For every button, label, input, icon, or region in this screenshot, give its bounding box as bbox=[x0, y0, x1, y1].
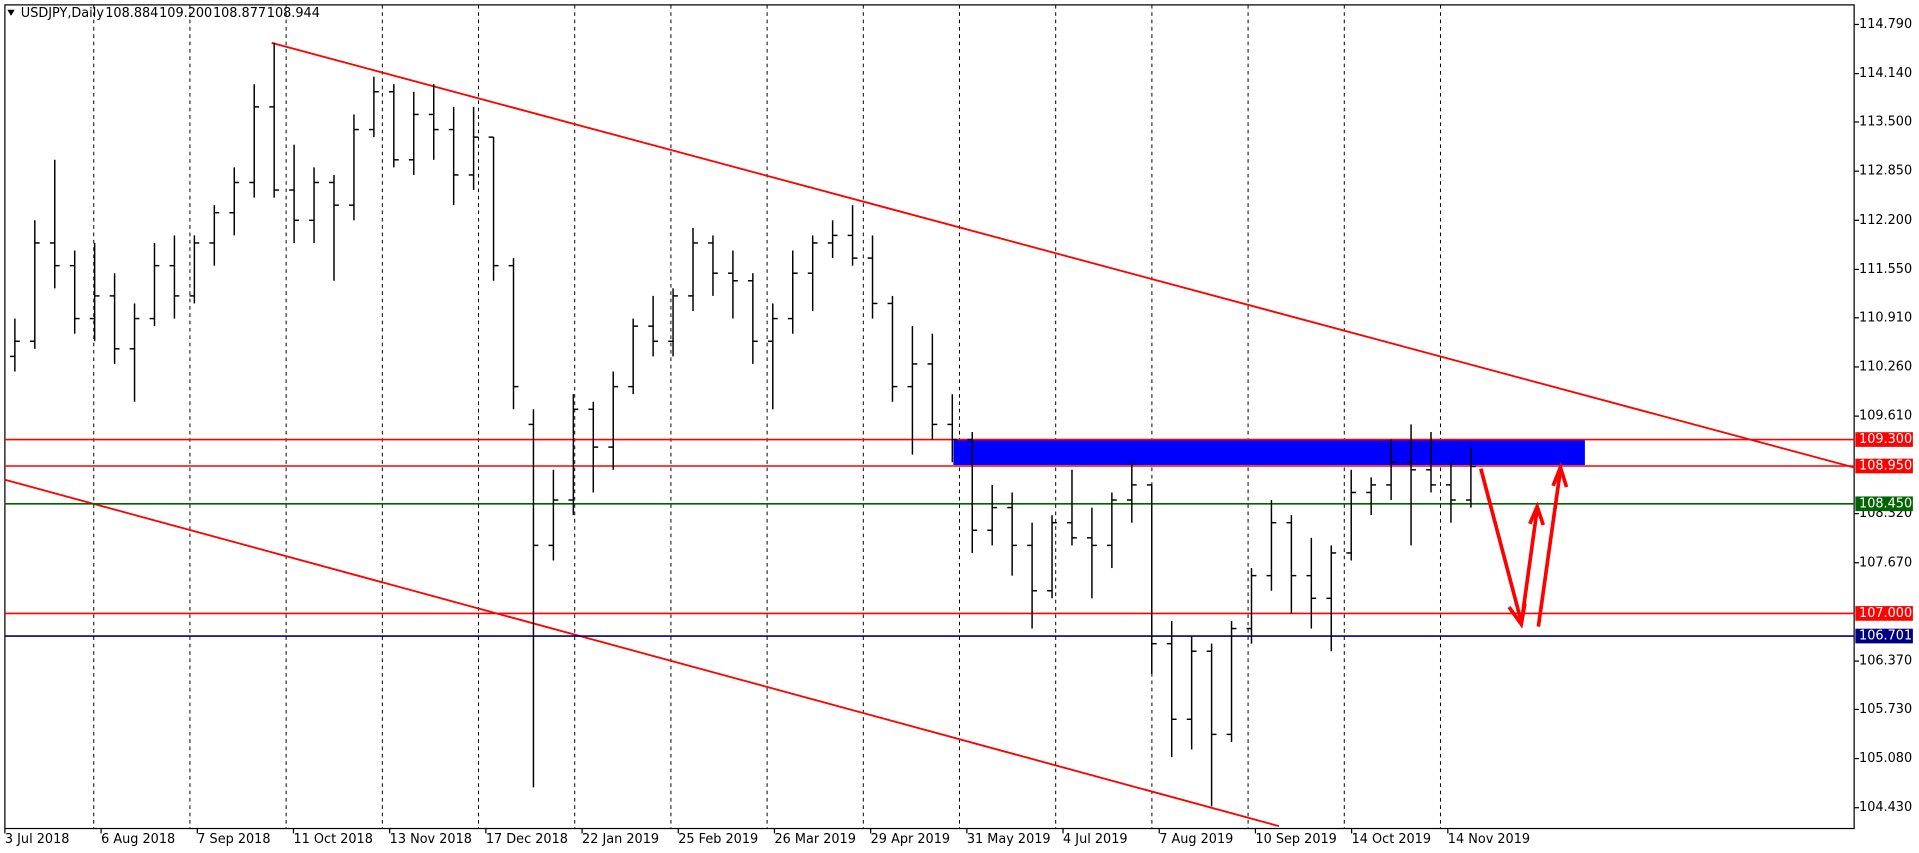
x-tick-label: 7 Sep 2018 bbox=[197, 832, 270, 847]
chart-title: USDJPY,Daily bbox=[21, 6, 105, 21]
arrow-up bbox=[1519, 508, 1539, 625]
lower-trendline bbox=[4, 478, 1280, 827]
price-level-label: 108.950 bbox=[1859, 459, 1912, 474]
menu-triangle bbox=[7, 9, 15, 16]
y-tick-label: 113.500 bbox=[1859, 115, 1912, 130]
resistance-zone bbox=[953, 439, 1585, 466]
x-tick-label: 26 Mar 2019 bbox=[774, 832, 855, 847]
arrow-up bbox=[1536, 469, 1563, 627]
x-tick-label: 11 Oct 2018 bbox=[293, 832, 372, 847]
x-tick-label: 10 Sep 2019 bbox=[1255, 832, 1336, 847]
grid bbox=[93, 4, 1441, 829]
title-value: 108.884 bbox=[105, 6, 158, 21]
y-tick-label: 110.910 bbox=[1859, 310, 1912, 325]
x-tick-label: 14 Oct 2019 bbox=[1352, 832, 1431, 847]
x-tick-label: 3 Jul 2018 bbox=[5, 832, 70, 847]
x-tick-label: 13 Nov 2018 bbox=[390, 832, 472, 847]
x-tick-label: 7 Aug 2019 bbox=[1159, 832, 1233, 847]
arrow-down bbox=[1479, 468, 1524, 623]
price-level-box bbox=[1855, 628, 1913, 644]
y-tick-label: 114.140 bbox=[1859, 66, 1912, 81]
price-level-box bbox=[1855, 458, 1913, 474]
y-tick-label: 112.200 bbox=[1859, 213, 1912, 228]
title-values: 108.884 109.200 108.877 108.944 bbox=[105, 6, 320, 21]
price-level-box bbox=[1855, 496, 1913, 512]
title-value: 109.200 bbox=[159, 6, 212, 21]
price-level-label: 106.701 bbox=[1859, 629, 1912, 644]
y-tick-label: 105.730 bbox=[1859, 702, 1912, 717]
plot-frame bbox=[4, 4, 1855, 830]
x-tick-label: 14 Nov 2019 bbox=[1448, 832, 1530, 847]
price-level-label: 108.450 bbox=[1859, 496, 1912, 511]
y-tick-label: 112.850 bbox=[1859, 164, 1912, 179]
price-level-label: 109.300 bbox=[1859, 432, 1912, 447]
x-tick-label: 4 Jul 2019 bbox=[1063, 832, 1128, 847]
arrow-head bbox=[1551, 462, 1569, 488]
y-tick-label: 107.670 bbox=[1859, 555, 1912, 570]
x-tick-label: 25 Feb 2019 bbox=[678, 832, 758, 847]
x-tick-label: 31 May 2019 bbox=[967, 832, 1051, 847]
arrow-head bbox=[1528, 501, 1546, 526]
y-tick-label: 106.370 bbox=[1859, 654, 1912, 669]
x-tick-label: 29 Apr 2019 bbox=[871, 832, 950, 847]
x-tick-label: 6 Aug 2018 bbox=[101, 832, 175, 847]
upper-trendline bbox=[271, 41, 1855, 469]
forecast-arrows bbox=[1479, 462, 1569, 629]
y-tick-label: 111.550 bbox=[1859, 262, 1912, 277]
levels bbox=[4, 438, 1855, 637]
price-level-label: 107.000 bbox=[1859, 606, 1912, 621]
y-tick-label: 104.430 bbox=[1859, 800, 1912, 815]
y-tick-label: 114.790 bbox=[1859, 17, 1912, 32]
x-tick-label: 17 Dec 2018 bbox=[486, 832, 568, 847]
y-tick-label: 105.080 bbox=[1859, 751, 1912, 766]
y-tick-label: 109.610 bbox=[1859, 409, 1912, 424]
price-level-box bbox=[1855, 432, 1913, 447]
price-bars bbox=[9, 42, 1476, 807]
title-value: 108.877 bbox=[213, 6, 266, 21]
axes: 114.790 114.140 113.500 112.850 112.200 111.5… bbox=[4, 17, 1913, 847]
title-value: 108.944 bbox=[267, 6, 320, 21]
x-tick-label: 22 Jan 2019 bbox=[582, 832, 659, 847]
y-tick-label: 110.260 bbox=[1859, 359, 1912, 374]
price-level-box bbox=[1855, 606, 1913, 621]
